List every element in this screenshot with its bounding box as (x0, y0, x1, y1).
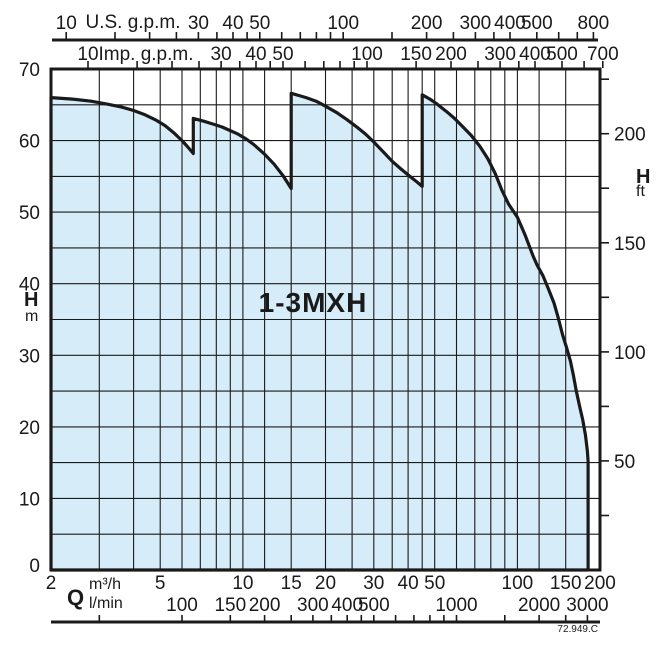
head-axis-unit-ft: ft (636, 183, 645, 200)
flow-m3h-tick-label: 20 (315, 573, 336, 594)
imp-gpm-tick-label: 10 (77, 44, 98, 65)
flow-m3h-tick-label: 5 (155, 573, 166, 594)
flow-lmin-tick-label: 500 (358, 595, 390, 616)
flow-lmin-tick-label: 2000 (518, 595, 560, 616)
head-ft-tick-label: 150 (614, 234, 646, 255)
flow-m3h-tick-label: 30 (363, 573, 384, 594)
envelope-outline (49, 91, 590, 572)
imp-gpm-tick-label: 400 (519, 44, 551, 65)
imp-gpm-tick-label: 150 (400, 44, 432, 65)
flow-m3h-tick-label: 40 (398, 573, 419, 594)
head-ft-tick-label: 50 (614, 452, 635, 473)
head-axis-label-left: H (24, 289, 39, 311)
flow-lmin-tick-label: 3000 (566, 595, 608, 616)
us-gpm-tick-label: 200 (411, 13, 443, 34)
flow-axis-unit-m3h: m³/h (89, 576, 121, 593)
imp-gpm-tick-label: 200 (435, 44, 467, 65)
us-gpm-tick-label: 400 (494, 13, 526, 34)
pump-family-label: 1-3MXH (258, 287, 368, 318)
head-m-tick-label: 20 (19, 418, 40, 439)
doc-number: 72.949.C (557, 624, 598, 635)
flow-m3h-tick-label: 150 (550, 573, 582, 594)
us-gpm-tick-label: 30 (188, 13, 209, 34)
us-gpm-tick-label: 50 (249, 13, 270, 34)
plot-border (49, 67, 602, 572)
flow-lmin-tick-label: 300 (297, 595, 329, 616)
flow-axis-unit-lmin: l/min (89, 595, 123, 612)
imp-gpm-tick-label: 300 (484, 44, 516, 65)
imp-gpm-tick-label: 100 (351, 44, 383, 65)
flow-lmin-tick-label: 1000 (435, 595, 477, 616)
flow-m3h-tick-label: 15 (281, 573, 302, 594)
us-gpm-tick-label: 100 (327, 13, 359, 34)
us-gpm-tick-label: 10 (56, 13, 77, 34)
imp-gpm-axis-title: Imp. g.p.m. (98, 44, 194, 65)
flow-lmin-tick-label: 150 (214, 595, 246, 616)
flow-m3h-tick-label: 100 (502, 573, 534, 594)
imp-gpm-tick-label: 50 (272, 44, 293, 65)
head-m-tick-label: 70 (19, 60, 40, 81)
head-m-tick-label: 0 (29, 556, 40, 577)
us-gpm-tick-label: 500 (521, 13, 553, 34)
imp-gpm-tick-label: 500 (546, 44, 578, 65)
head-m-tick-label: 60 (19, 132, 40, 153)
head-m-tick-label: 10 (19, 489, 40, 510)
imp-gpm-tick-label: 40 (245, 44, 266, 65)
head-axis-label-right: H (636, 166, 651, 188)
imp-gpm-tick-label: 700 (587, 44, 619, 65)
us-gpm-tick-label: 800 (578, 13, 610, 34)
flow-m3h-tick-label: 200 (584, 573, 616, 594)
flow-lmin-tick-label: 400 (331, 595, 363, 616)
flow-axis-label: Q (67, 585, 85, 610)
flow-m3h-tick-label: 50 (424, 573, 445, 594)
head-m-tick-label: 50 (19, 203, 40, 224)
flow-lmin-tick-label: 100 (166, 595, 198, 616)
head-ft-tick-label: 200 (614, 125, 646, 146)
imp-gpm-tick-label: 30 (211, 44, 232, 65)
us-gpm-tick-label: 40 (222, 13, 243, 34)
us-gpm-tick-label: 300 (460, 13, 492, 34)
head-m-tick-label: 40 (19, 275, 40, 296)
flow-m3h-tick-label: 10 (232, 573, 253, 594)
head-ft-tick-label: 100 (614, 343, 646, 364)
head-m-tick-label: 30 (19, 346, 40, 367)
flow-m3h-tick-label: 2 (46, 573, 57, 594)
flow-lmin-tick-label: 200 (249, 595, 281, 616)
head-axis-unit-m: m (25, 308, 39, 325)
us-gpm-axis-title: U.S. g.p.m. (85, 12, 181, 33)
